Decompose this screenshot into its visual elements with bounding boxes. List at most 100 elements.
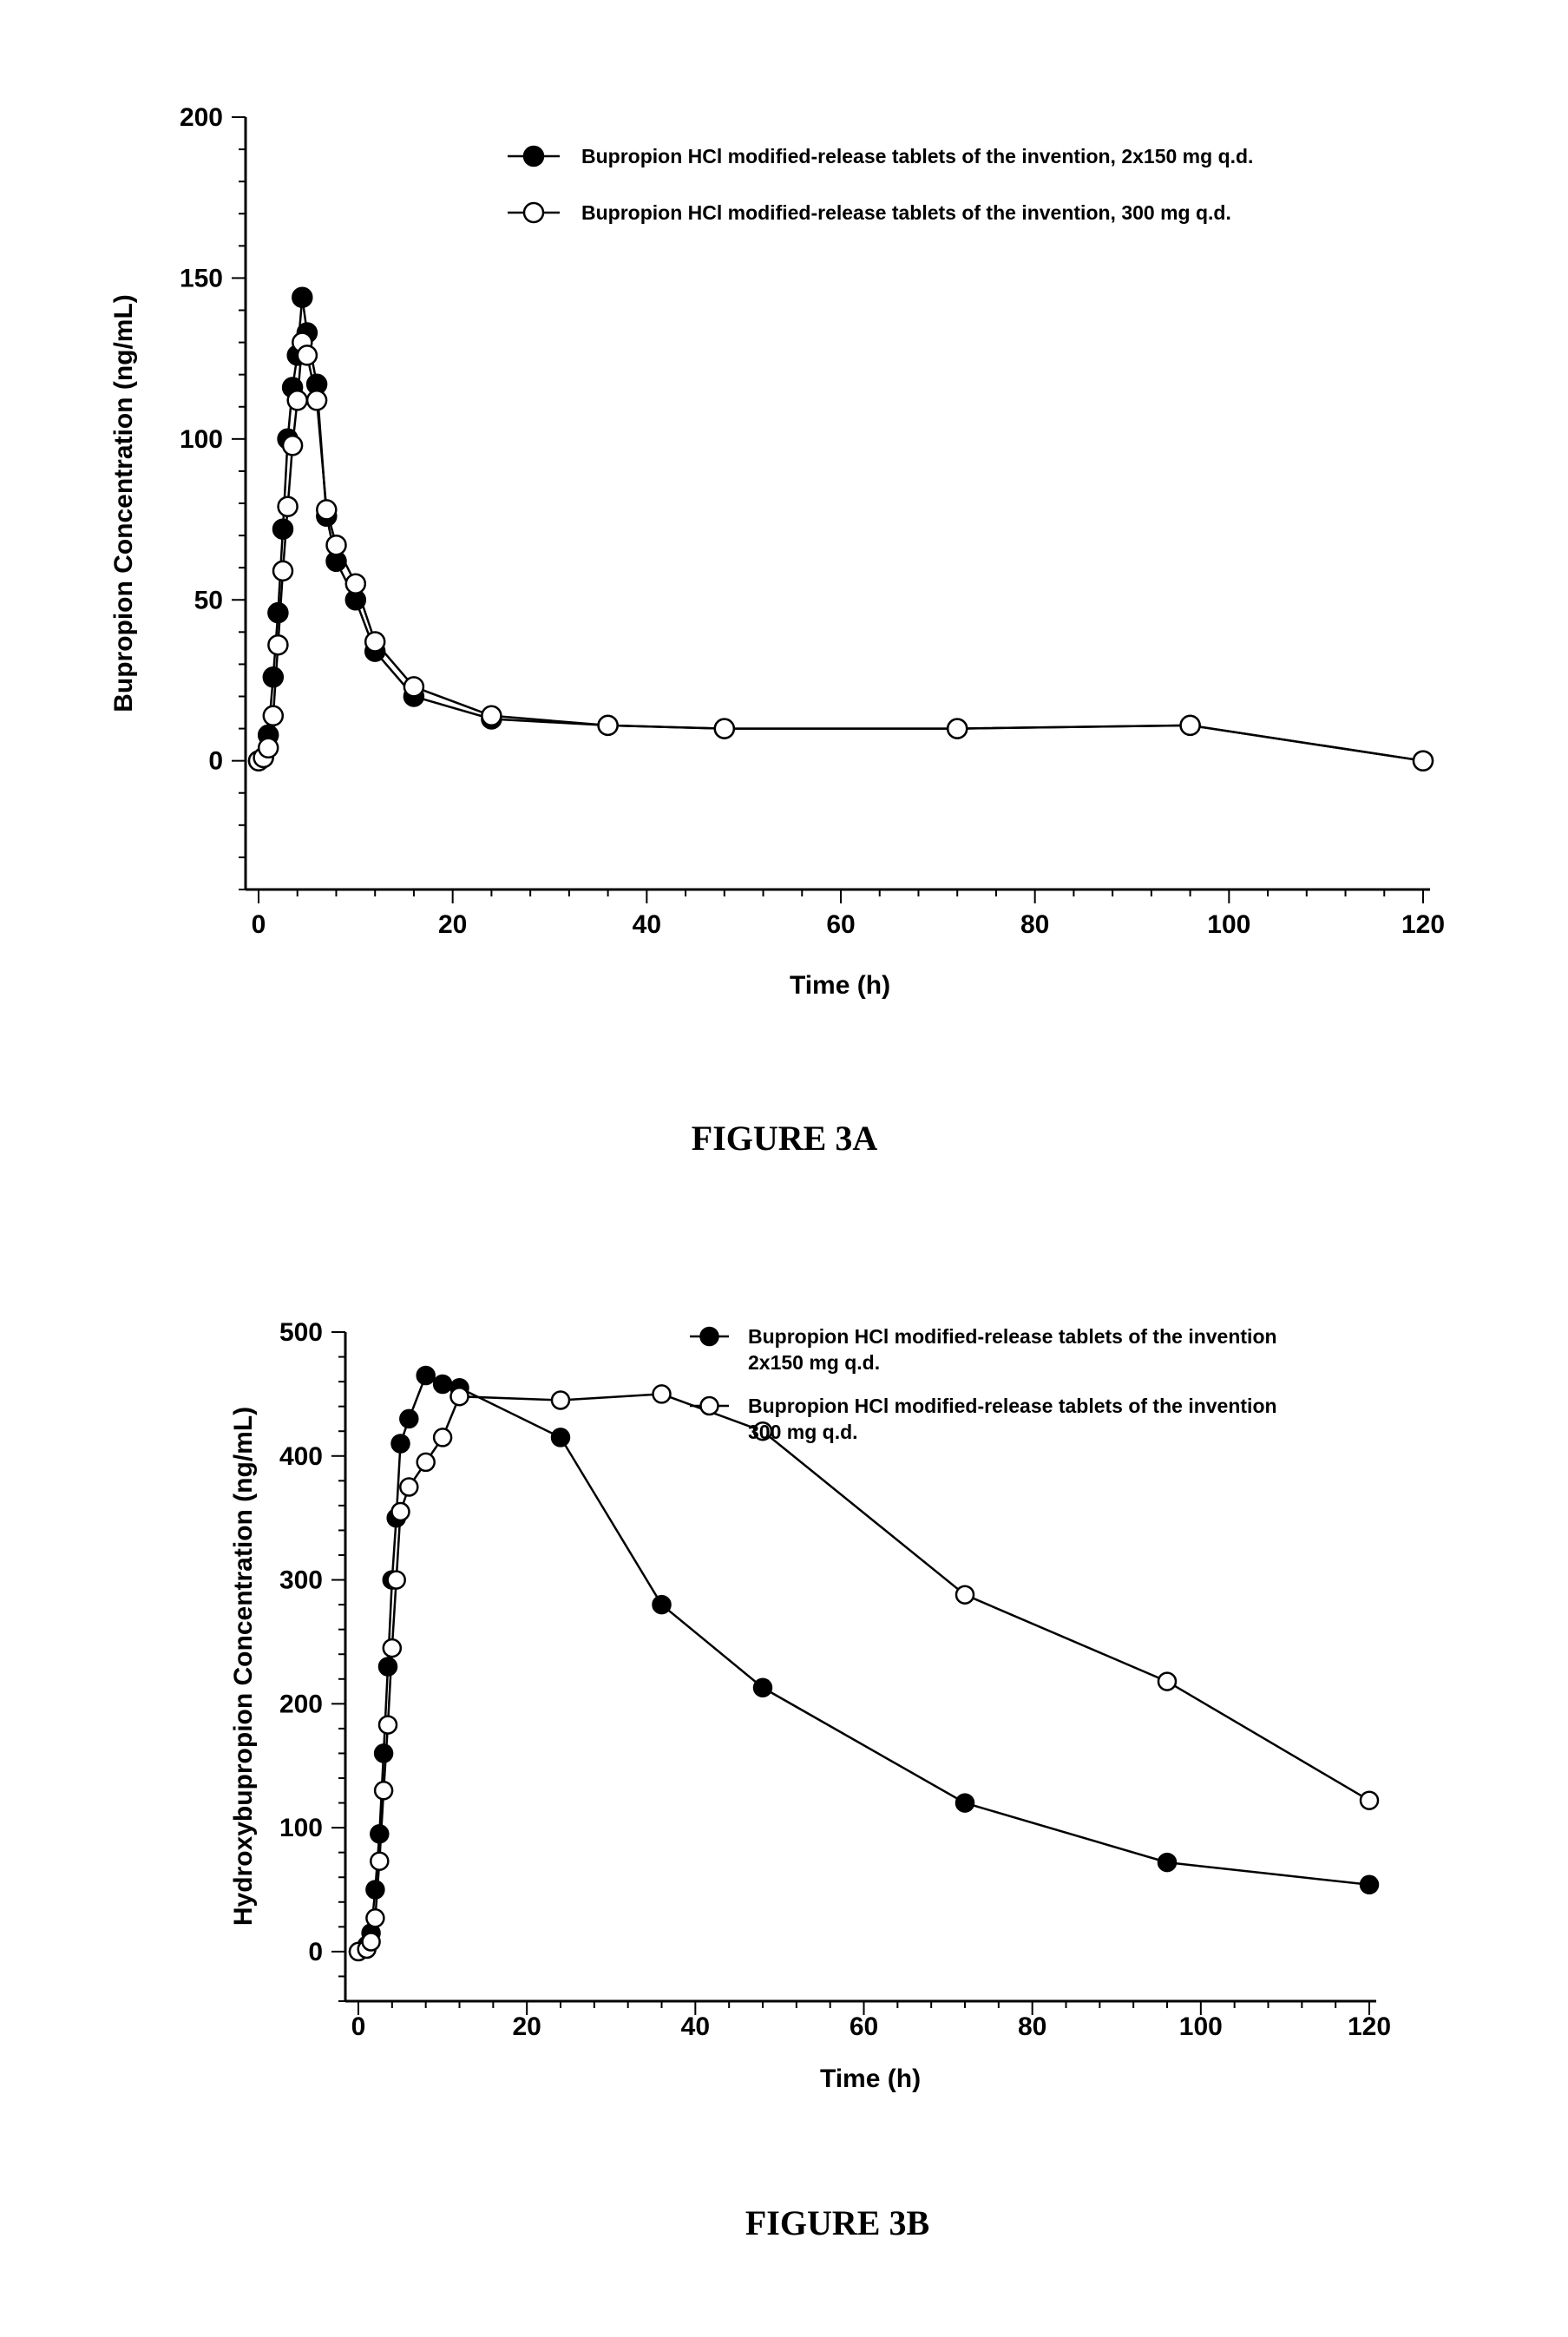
fig3a-legend-marker-1	[522, 145, 545, 167]
fig3b-x-tick-label-40: 40	[681, 2012, 710, 2041]
fig3a-series-2-point	[713, 718, 736, 739]
fig3b-series-1-point	[377, 1657, 398, 1677]
fig3a-legend-entry-2: Bupropion HCl modified-release tablets o…	[581, 201, 1231, 224]
fig3a-series-2-point	[296, 345, 318, 366]
fig3b-legend-entry-1: Bupropion HCl modified-release tablets o…	[748, 1325, 1277, 1374]
fig3a-series-1-line	[258, 297, 1424, 762]
fig3a-series-2-point	[481, 705, 502, 727]
fig3b-series-2-point	[955, 1585, 975, 1605]
fig3a-x-tick-label-100: 100	[1207, 910, 1250, 939]
fig3b-x-tick-label-120: 120	[1348, 2012, 1391, 2041]
fig3a-series-2-point	[257, 737, 279, 759]
fig3b-series-1-point	[1157, 1852, 1178, 1873]
fig3a-series-2-point	[597, 714, 619, 737]
fig3a-series-1-point	[292, 286, 313, 308]
fig3b-series-2-point	[373, 1781, 394, 1801]
fig3a-x-axis-title: Time (h)	[790, 971, 890, 1000]
fig3b-series-2-point	[752, 1421, 773, 1441]
fig3a-series-2-point	[305, 390, 328, 411]
fig3b-legend-marker-1	[699, 1326, 719, 1347]
fig3b-y-axis-title: Hydroxybupropion Concentration (ng/mL)	[229, 1407, 258, 1926]
fig3b-x-tick-label-60: 60	[850, 2012, 878, 2041]
fig3a-x-tick-label-80: 80	[1020, 910, 1049, 939]
fig3b-series-1-point	[370, 1824, 390, 1844]
fig3b-legend-entry-2: Bupropion HCl modified-release tablets o…	[748, 1395, 1277, 1443]
fig3b-legend-marker-2	[699, 1395, 719, 1416]
fig3b-series-2-point	[652, 1384, 672, 1404]
fig3b-series-1-point	[416, 1365, 436, 1386]
fig3b-series-1-point	[373, 1743, 394, 1763]
figure-3a-caption: FIGURE 3A	[692, 1119, 878, 1158]
fig3a-series-2-point	[403, 676, 425, 698]
fig3a-series-1-point	[262, 666, 285, 688]
fig3b-series-2-point	[365, 1908, 385, 1928]
fig3b-series-1-point	[550, 1428, 571, 1447]
fig3a-series-2-point	[262, 705, 285, 727]
fig3b-series-2-point	[370, 1851, 390, 1871]
fig3a-legend-marker-2	[522, 201, 545, 224]
fig3b-x-axis-title: Time (h)	[820, 2065, 921, 2093]
fig3a-series-2-point	[364, 631, 386, 653]
fig3b-series-1-point	[752, 1677, 773, 1698]
fig3b-series-1-line	[358, 1374, 1370, 1953]
fig3b-y-tick-label-0: 0	[308, 1938, 323, 1966]
fig3a-series-2-point	[267, 633, 289, 656]
fig3a-series-1-point	[272, 518, 294, 540]
fig3b-x-tick-label-80: 80	[1018, 2012, 1046, 2041]
fig3b-y-tick-label-400: 400	[279, 1442, 323, 1471]
fig3b-series-2-point	[399, 1477, 419, 1497]
fig3b-x-tick-label-0: 0	[351, 2012, 366, 2041]
fig3b-series-2-point	[361, 1932, 381, 1952]
fig3b-series-2-point	[1157, 1671, 1178, 1691]
fig3a-x-tick-label-120: 120	[1401, 910, 1445, 939]
fig3b-series-1-point	[432, 1374, 453, 1395]
fig3a-series-2-point	[281, 435, 304, 456]
fig3a-y-tick-label-150: 150	[180, 264, 223, 292]
fig3b-series-2-point	[432, 1428, 453, 1447]
chart-figure-3a: 0 50 100 150 200 0 20 40 60 80 100 120 Time (h) Bupro…	[109, 103, 1445, 1000]
fig3a-y-tick-label-200: 200	[180, 103, 223, 132]
fig3b-series-1-point	[955, 1793, 975, 1813]
fig3b-series-2-point	[377, 1715, 398, 1735]
fig3b-y-tick-label-500: 500	[279, 1318, 323, 1347]
fig3a-series-2-point	[344, 573, 367, 594]
fig3b-y-tick-label-300: 300	[279, 1566, 323, 1595]
fig3a-series-2-point	[1412, 750, 1434, 771]
fig3a-series-2-point	[325, 534, 347, 556]
fig3b-series-1-point	[1359, 1874, 1380, 1895]
fig3a-series-2-point	[316, 499, 338, 521]
fig3a-x-tick-label-60: 60	[826, 910, 855, 939]
fig3a-x-tick-label-0: 0	[252, 910, 266, 939]
fig3a-y-tick-label-50: 50	[194, 586, 223, 614]
fig3a-series-2-line	[258, 342, 1424, 762]
fig3b-series-2-point	[416, 1452, 436, 1473]
fig3b-series-2-point	[390, 1501, 410, 1522]
fig3b-series-1-point	[365, 1880, 385, 1900]
fig3a-y-tick-label-100: 100	[180, 425, 223, 454]
fig3b-series-1-point	[399, 1408, 419, 1429]
fig3a-series-2-point	[946, 718, 968, 739]
fig3b-series-2-point	[550, 1390, 571, 1410]
fig3b-series-2-point	[449, 1386, 469, 1407]
fig3b-series-1-point	[390, 1434, 410, 1454]
fig3b-x-tick-label-100: 100	[1179, 2012, 1223, 2041]
fig3a-legend-entry-1: Bupropion HCl modified-release tablets o…	[581, 145, 1253, 167]
fig3b-series-2-point	[386, 1570, 406, 1590]
fig3a-series-2-point	[286, 390, 308, 411]
fig3b-x-tick-label-20: 20	[512, 2012, 541, 2041]
fig3a-y-axis-title: Bupropion Concentration (ng/mL)	[109, 294, 138, 712]
fig3b-y-tick-label-100: 100	[279, 1814, 323, 1842]
fig3b-series-2-point	[382, 1638, 403, 1658]
chart-figure-3b: 0 100 200 300 400 500 0 20 40 60 80 100 120 Time (h) H…	[229, 1318, 1391, 2093]
fig3b-y-tick-label-200: 200	[279, 1690, 323, 1718]
fig3a-series-1-point	[267, 601, 289, 624]
fig3a-series-2-point	[272, 560, 294, 582]
fig3a-y-tick-label-0: 0	[208, 747, 223, 776]
fig3a-x-tick-label-40: 40	[633, 910, 661, 939]
fig3a-series-2-point	[277, 496, 299, 517]
fig3b-series-1-point	[652, 1594, 672, 1615]
fig3a-x-tick-label-20: 20	[438, 910, 467, 939]
fig3b-series-2-point	[1359, 1790, 1380, 1810]
fig3a-series-2-point	[1179, 714, 1201, 737]
